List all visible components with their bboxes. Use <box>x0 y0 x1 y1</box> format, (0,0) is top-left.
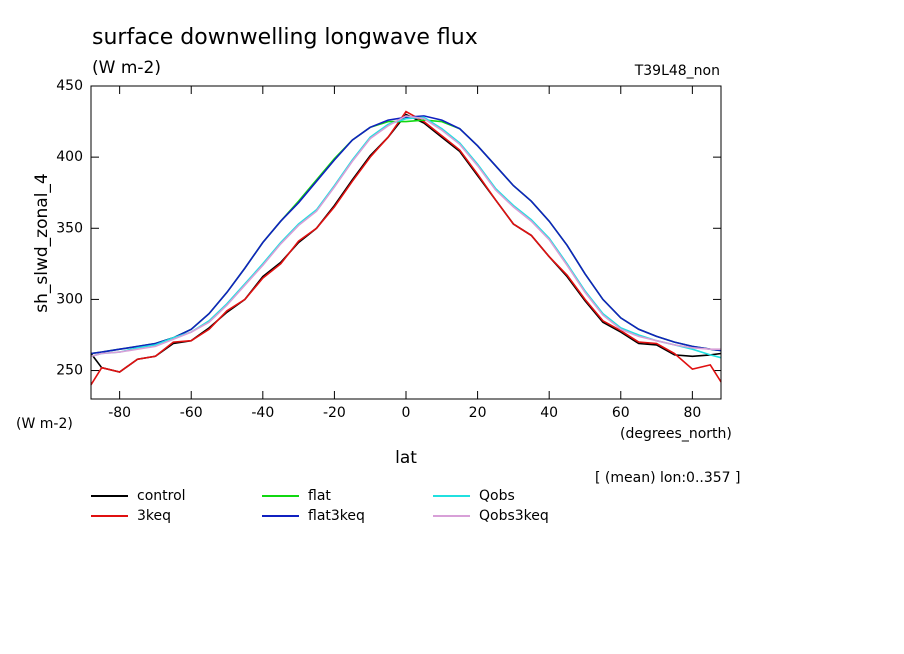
legend-label: Qobs <box>479 488 515 504</box>
x-tick-label: 80 <box>683 405 701 421</box>
chart-title: surface downwelling longwave flux <box>92 25 478 50</box>
x-tick-label: 60 <box>612 405 630 421</box>
x-tick-label: -20 <box>323 405 346 421</box>
y-units: (W m-2) <box>16 416 73 432</box>
series-line <box>90 115 722 355</box>
legend-label: flat <box>308 488 331 504</box>
series-line <box>90 110 722 386</box>
y-axis-label: sh_slwd_zonal_4 <box>32 173 52 312</box>
x-units: (degrees_north) <box>620 426 732 442</box>
y-tick-label: 250 <box>56 363 83 379</box>
annotation: [ (mean) lon:0..357 ] <box>595 470 740 486</box>
x-tick-label: 0 <box>402 405 411 421</box>
series-line <box>90 115 721 358</box>
y-tick-label: 400 <box>56 149 83 165</box>
legend-label: Qobs3keq <box>479 508 549 524</box>
chart-subtitle: (W m-2) <box>92 58 161 78</box>
series-line <box>90 119 722 355</box>
y-tick-label: 300 <box>56 291 83 307</box>
x-tick-label: -60 <box>180 405 203 421</box>
legend-label: 3keq <box>137 508 171 524</box>
x-axis-label: lat <box>395 448 417 468</box>
legend-label: flat3keq <box>308 508 365 524</box>
x-tick-label: 40 <box>540 405 558 421</box>
y-tick-label: 350 <box>56 220 83 236</box>
x-tick-label: -80 <box>108 405 131 421</box>
x-tick-label: 20 <box>469 405 487 421</box>
plot-frame <box>90 85 722 400</box>
run-label: T39L48_non <box>634 63 720 79</box>
y-tick-label: 450 <box>56 78 83 94</box>
legend-label: control <box>137 488 186 504</box>
x-tick-label: -40 <box>251 405 274 421</box>
